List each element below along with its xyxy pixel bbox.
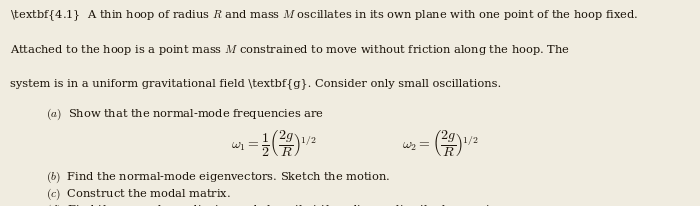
Text: $\omega_1 = \dfrac{1}{2}\left(\dfrac{2g}{R}\right)^{\!1/2}$: $\omega_1 = \dfrac{1}{2}\left(\dfrac{2g}… bbox=[231, 128, 316, 158]
Text: $\omega_2 = \left(\dfrac{2g}{R}\right)^{\!1/2}$: $\omega_2 = \left(\dfrac{2g}{R}\right)^{… bbox=[402, 128, 480, 158]
Text: \textbf{4.1}  A thin hoop of radius $R$ and mass $M$ oscillates in its own plane: \textbf{4.1} A thin hoop of radius $R$ a… bbox=[10, 8, 638, 23]
Text: $(d)$  Find the normal coordinates and show that they diagonalize the lagrangian: $(d)$ Find the normal coordinates and sh… bbox=[46, 203, 507, 206]
Text: Attached to the hoop is a point mass $M$ constrained to move without friction al: Attached to the hoop is a point mass $M$… bbox=[10, 43, 570, 57]
Text: $(b)$  Find the normal-mode eigenvectors. Sketch the motion.: $(b)$ Find the normal-mode eigenvectors.… bbox=[46, 170, 390, 185]
Text: $(c)$  Construct the modal matrix.: $(c)$ Construct the modal matrix. bbox=[46, 186, 230, 202]
Text: system is in a uniform gravitational field \textbf{g}. Consider only small oscil: system is in a uniform gravitational fie… bbox=[10, 78, 502, 89]
Text: $(a)$  Show that the normal-mode frequencies are: $(a)$ Show that the normal-mode frequenc… bbox=[46, 107, 323, 122]
